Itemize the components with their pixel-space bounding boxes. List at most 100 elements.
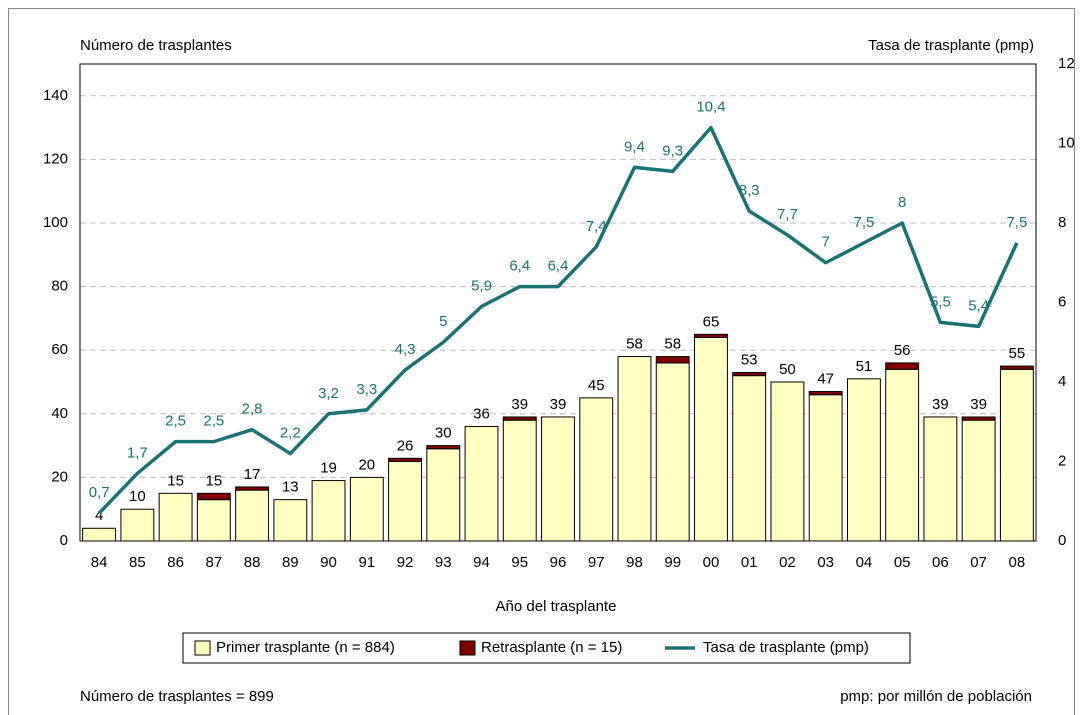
x-tick-label: 02 (779, 554, 796, 571)
x-tick-label: 01 (741, 554, 758, 571)
y2-axis-title: Tasa de trasplante (pmp) (868, 37, 1034, 54)
data-label: 7,7 (777, 206, 798, 223)
data-label: 19 (320, 460, 337, 477)
y-tick-label: 0 (60, 532, 68, 549)
x-tick-label: 03 (817, 554, 834, 571)
data-label: 39 (970, 396, 987, 413)
data-label: 10,4 (696, 99, 725, 116)
frame (8, 8, 1075, 715)
data-label: 7,5 (1006, 214, 1027, 231)
data-label: 53 (741, 351, 758, 368)
data-label: 9,4 (624, 138, 645, 155)
data-label: 13 (282, 479, 299, 496)
bar-segment (999, 365, 1034, 370)
x-tick-label: 87 (205, 554, 222, 571)
data-label: 7,4 (586, 218, 607, 235)
footnote: Número de trasplantes = 899 (80, 688, 274, 705)
x-tick-label: 94 (473, 554, 490, 571)
y2-tick-label: 12 (1058, 55, 1075, 72)
data-label: 17 (244, 466, 261, 483)
bar-segment (349, 476, 384, 542)
data-label: 4 (95, 507, 103, 524)
bar-segment (846, 378, 881, 542)
data-label: 47 (817, 371, 834, 388)
data-label: 15 (167, 472, 184, 489)
x-tick-label: 06 (932, 554, 949, 571)
bar-segment (808, 394, 843, 542)
y2-tick-label: 0 (1058, 532, 1066, 549)
data-label: 6,4 (548, 258, 569, 275)
data-label: 3,2 (318, 385, 339, 402)
data-label: 56 (894, 342, 911, 359)
bar-segment (120, 508, 155, 542)
data-label: 4,3 (395, 341, 416, 358)
legend-label: Primer trasplante (n = 884) (216, 639, 395, 656)
x-tick-label: 08 (1009, 554, 1026, 571)
bar-segment (273, 499, 308, 542)
data-label: 8 (898, 194, 906, 211)
bar-segment (770, 381, 805, 542)
data-label: 39 (511, 396, 528, 413)
data-label: 58 (626, 336, 643, 353)
data-label: 45 (588, 377, 605, 394)
x-tick-label: 97 (588, 554, 605, 571)
bar-segment (885, 362, 920, 370)
x-tick-label: 88 (244, 554, 261, 571)
bar-segment (732, 371, 767, 377)
bar-segment (235, 489, 270, 542)
data-label: 1,7 (127, 444, 148, 461)
bar-segment (961, 419, 996, 542)
data-label: 2,8 (242, 401, 263, 418)
x-tick-label: 96 (550, 554, 567, 571)
bar-segment (885, 368, 920, 542)
x-tick-label: 05 (894, 554, 911, 571)
data-label: 5,5 (930, 293, 951, 310)
x-tick-label: 98 (626, 554, 643, 571)
bar-segment (235, 486, 270, 491)
bar-segment (655, 362, 690, 542)
bar-segment (82, 527, 117, 542)
bar-segment (196, 492, 231, 501)
data-label: 36 (473, 405, 490, 422)
y-tick-label: 20 (51, 468, 68, 485)
bar-segment (464, 426, 499, 542)
bar-segment (961, 416, 996, 421)
data-label: 2,5 (203, 413, 224, 430)
bar-segment (808, 391, 843, 396)
y-tick-label: 100 (43, 214, 68, 231)
data-label: 55 (1009, 345, 1026, 362)
footnote: pmp: por millón de población (840, 688, 1032, 705)
x-axis-title: Año del trasplante (496, 598, 617, 615)
x-tick-label: 07 (970, 554, 987, 571)
x-tick-label: 86 (167, 554, 184, 571)
bar-segment (311, 480, 346, 542)
bar-segment (541, 416, 575, 542)
bar-segment (502, 416, 537, 421)
data-label: 8,3 (739, 182, 760, 199)
data-label: 30 (435, 425, 452, 442)
bar-segment (694, 333, 728, 338)
y-tick-label: 140 (43, 87, 68, 104)
data-label: 50 (779, 361, 796, 378)
x-tick-label: 90 (320, 554, 337, 571)
x-tick-label: 04 (856, 554, 873, 571)
data-label: 10 (129, 488, 146, 505)
x-tick-label: 93 (435, 554, 452, 571)
data-label: 51 (856, 358, 873, 375)
y2-tick-label: 4 (1058, 373, 1066, 390)
data-label: 6,4 (509, 258, 530, 275)
bar-segment (617, 356, 652, 542)
y2-tick-label: 10 (1058, 134, 1075, 151)
x-tick-label: 91 (358, 554, 375, 571)
legend-swatch (459, 640, 476, 656)
x-tick-label: 89 (282, 554, 299, 571)
y-tick-label: 80 (51, 278, 68, 295)
bar-segment (196, 499, 231, 542)
bar-segment (388, 461, 422, 542)
bar-segment (502, 419, 537, 542)
line (97, 125, 1019, 515)
bar-segment (999, 368, 1034, 542)
bar-segment (388, 457, 422, 463)
y-tick-label: 120 (43, 150, 68, 167)
